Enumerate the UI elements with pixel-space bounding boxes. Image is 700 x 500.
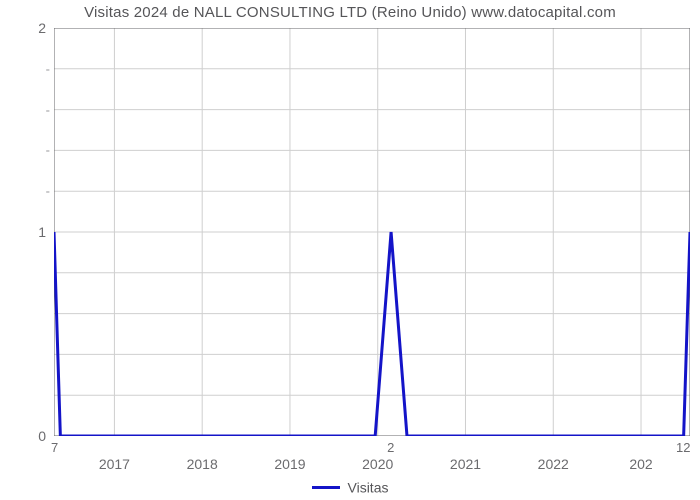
x-tick-label: 2020: [362, 456, 393, 472]
x-tick-label: 2021: [450, 456, 481, 472]
y-minor-tick: -: [20, 61, 50, 76]
plot-area: [54, 28, 690, 436]
plot-svg: [54, 28, 690, 436]
y-tick-label: 1: [16, 224, 46, 240]
y-tick-label: 0: [16, 428, 46, 444]
legend: Visitas: [0, 478, 700, 495]
x-tick-label: 2022: [538, 456, 569, 472]
y-tick-label: 2: [16, 20, 46, 36]
legend-text: Visitas: [348, 479, 389, 495]
x-tick-label: 2017: [99, 456, 130, 472]
chart-container: Visitas 2024 de NALL CONSULTING LTD (Rei…: [0, 0, 700, 500]
x-edge-right-label: 12: [676, 440, 690, 455]
y-minor-tick: -: [20, 102, 50, 117]
x-tick-label: 2019: [274, 456, 305, 472]
chart-title: Visitas 2024 de NALL CONSULTING LTD (Rei…: [0, 4, 700, 21]
x-tick-label: 2018: [187, 456, 218, 472]
legend-line: [312, 486, 340, 489]
x-extra-label: 2: [387, 440, 394, 455]
y-minor-tick: -: [20, 184, 50, 199]
x-edge-left-label: 7: [51, 440, 58, 455]
y-minor-tick: -: [20, 143, 50, 158]
x-tick-label: 202: [629, 456, 652, 472]
